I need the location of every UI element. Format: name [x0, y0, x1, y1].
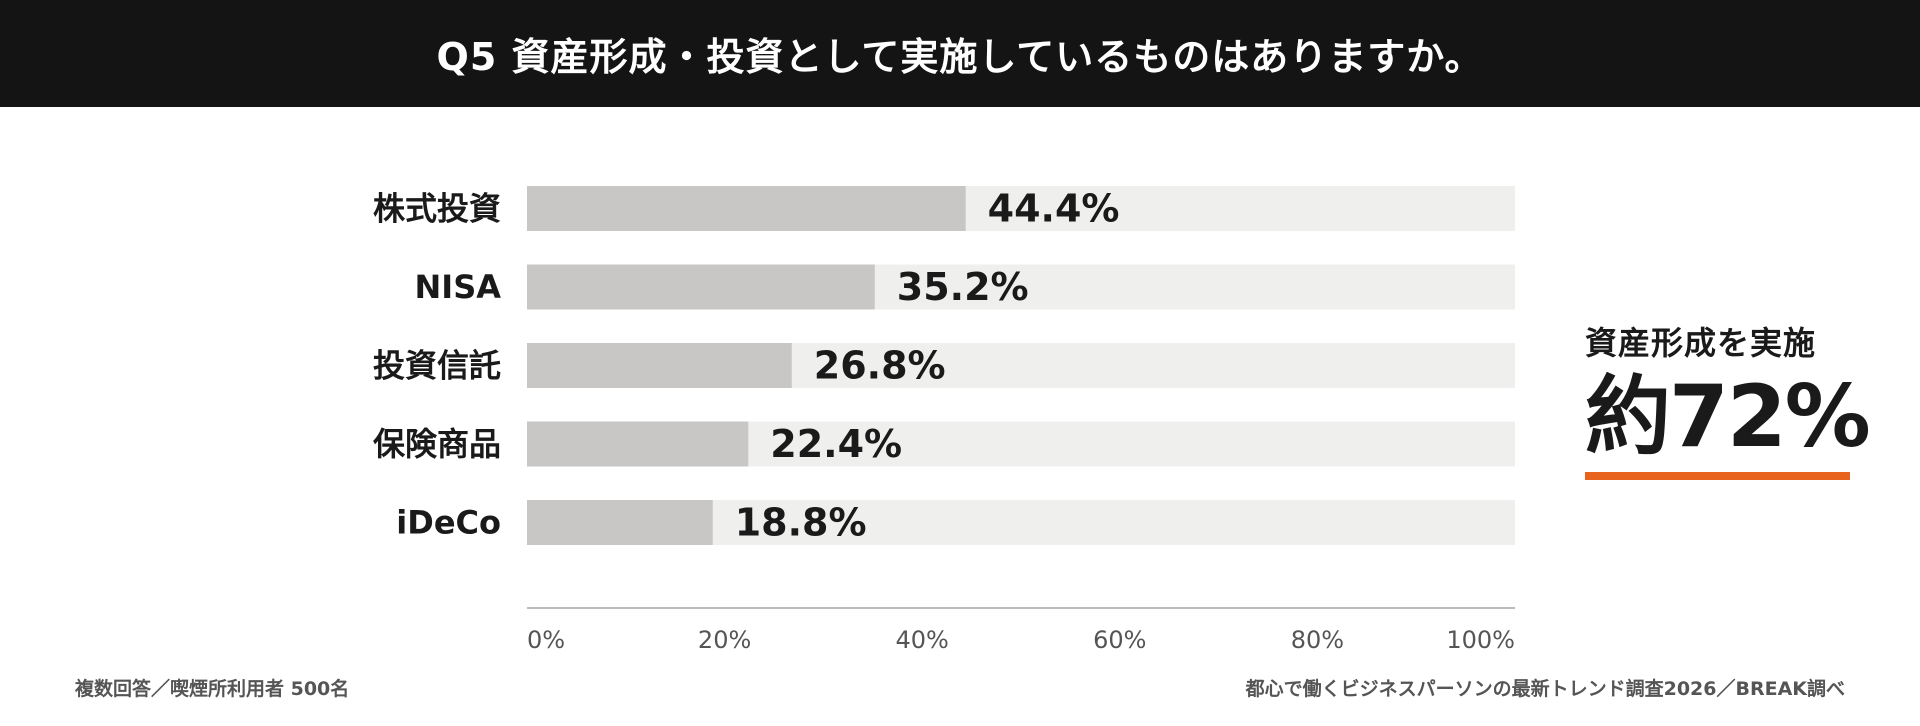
category-label: 投資信託 [373, 347, 501, 385]
x-tick-label: 100% [1446, 626, 1515, 654]
category-label: 株式投資 [373, 190, 501, 228]
footnote-sample: 複数回答／喫煙所利用者 500名 [75, 678, 350, 700]
value-label: 22.4% [770, 422, 902, 466]
value-label: 35.2% [897, 265, 1029, 309]
page-title: Q5 資産形成・投資として実施しているものはありますか。 [436, 35, 1484, 79]
summary-callout: 資産形成を実施 約72% [1585, 318, 1871, 480]
category-label: 保険商品 [373, 425, 501, 463]
header-bar: Q5 資産形成・投資として実施しているものはありますか。 [0, 0, 1920, 107]
category-label: iDeCo [396, 504, 501, 542]
callout-underline [1585, 472, 1850, 480]
footnote-source: 都心で働くビジネスパーソンの最新トレンド調査2026／BREAK調べ [1245, 678, 1845, 700]
bar [527, 264, 875, 310]
x-tick-label: 60% [1093, 626, 1146, 654]
bar [527, 500, 713, 545]
x-tick-label: 40% [896, 626, 949, 654]
bar [527, 186, 966, 231]
callout-label: 資産形成を実施 [1585, 324, 1817, 362]
bar [527, 421, 749, 467]
value-label: 26.8% [814, 344, 946, 388]
value-label: 44.4% [988, 187, 1120, 231]
bar [527, 343, 792, 388]
x-tick-label: 80% [1291, 626, 1344, 654]
category-label: NISA [415, 268, 502, 306]
x-tick-label: 0% [527, 626, 565, 654]
value-label: 18.8% [735, 501, 867, 545]
x-tick-label: 20% [698, 626, 751, 654]
callout-value: 約72% [1585, 367, 1871, 467]
